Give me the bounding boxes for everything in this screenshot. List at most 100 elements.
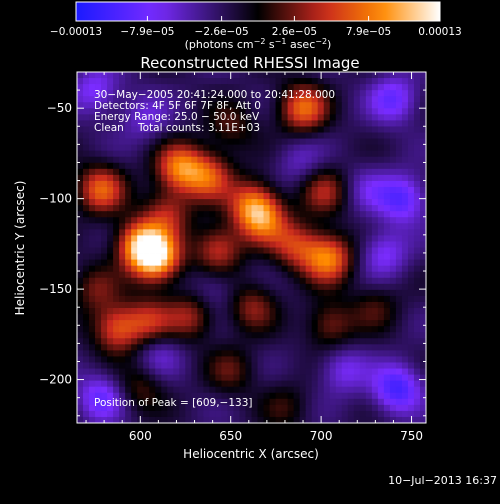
heatmap-cell: [143, 326, 150, 333]
heatmap-cell: [353, 368, 361, 375]
heatmap-cell: [95, 301, 102, 309]
heatmap-cell: [107, 199, 114, 206]
heatmap-cell: [401, 265, 409, 273]
heatmap-cell: [251, 356, 258, 363]
heatmap-cell: [239, 108, 246, 115]
heatmap-cell: [77, 72, 84, 79]
heatmap-cell: [341, 253, 349, 260]
heatmap-cell: [245, 265, 252, 273]
heatmap-cell: [119, 295, 126, 303]
heatmap-cell: [95, 277, 102, 285]
heatmap-cell: [293, 356, 301, 363]
heatmap-cell: [155, 301, 162, 309]
heatmap-cell: [77, 90, 84, 97]
heatmap-cell: [233, 180, 240, 188]
heatmap-cell: [77, 223, 84, 230]
heatmap-cell: [287, 199, 295, 206]
heatmap-cell: [221, 308, 228, 315]
heatmap-cell: [197, 368, 204, 375]
heatmap-cell: [179, 72, 186, 79]
heatmap-cell: [125, 126, 132, 133]
heatmap-cell: [269, 386, 276, 394]
heatmap-cell: [173, 150, 180, 158]
heatmap-cell: [407, 138, 415, 146]
heatmap-cell: [359, 217, 367, 224]
heatmap-cell: [335, 205, 343, 212]
heatmap-cell: [203, 356, 210, 363]
colorbar-tick-label: −7.9e−05: [120, 26, 174, 38]
heatmap-cell: [347, 84, 355, 91]
heatmap-cell: [203, 386, 210, 394]
heatmap-cell: [353, 114, 361, 121]
heatmap-cell: [143, 338, 150, 345]
heatmap-cell: [311, 374, 319, 382]
heatmap-cell: [323, 265, 331, 273]
heatmap-cell: [113, 380, 120, 388]
heatmap-cell: [233, 295, 240, 303]
heatmap-cell: [149, 247, 156, 254]
heatmap-cell: [167, 301, 174, 309]
heatmap-cell: [137, 199, 144, 206]
heatmap-cell: [185, 108, 192, 115]
heatmap-cell: [239, 344, 246, 351]
heatmap-cell: [161, 235, 168, 242]
heatmap-cell: [173, 392, 180, 400]
heatmap-cell: [197, 120, 204, 127]
heatmap-cell: [371, 265, 379, 273]
heatmap-cell: [329, 229, 337, 236]
heatmap-cell: [197, 217, 204, 224]
heatmap-cell: [299, 392, 307, 400]
heatmap-cell: [341, 265, 349, 273]
heatmap-cell: [125, 295, 132, 303]
heatmap-cell: [305, 320, 313, 327]
heatmap-cell: [155, 356, 162, 363]
heatmap-cell: [113, 404, 120, 412]
heatmap-cell: [365, 314, 373, 321]
heatmap-cell: [257, 174, 264, 182]
heatmap-cell: [341, 398, 349, 406]
heatmap-cell: [125, 120, 132, 127]
heatmap-cell: [95, 186, 102, 194]
heatmap-cell: [287, 398, 295, 406]
heatmap-cell: [305, 374, 313, 382]
heatmap-cell: [143, 84, 150, 91]
heatmap-cell: [401, 199, 409, 206]
heatmap-cell: [281, 338, 289, 345]
heatmap-cell: [341, 308, 349, 315]
colorbar-tick-label: −0.00013: [50, 26, 102, 38]
heatmap-cell: [335, 223, 343, 230]
heatmap-cell: [401, 217, 409, 224]
heatmap-cell: [233, 217, 240, 224]
heatmap-cell: [407, 289, 415, 297]
heatmap-cell: [119, 102, 126, 109]
heatmap-cell: [215, 277, 222, 285]
heatmap-cell: [275, 380, 282, 388]
heatmap-cell: [233, 174, 240, 182]
heatmap-cell: [101, 247, 108, 254]
heatmap-cell: [143, 362, 150, 369]
heatmap-cell: [173, 265, 180, 273]
heatmap-cell: [323, 295, 331, 303]
heatmap-cell: [383, 241, 391, 248]
heatmap-cell: [107, 356, 114, 363]
heatmap-cell: [77, 410, 84, 418]
heatmap-cell: [209, 277, 216, 285]
heatmap-cell: [125, 108, 132, 115]
heatmap-cell: [263, 368, 270, 375]
heatmap-cell: [401, 205, 409, 212]
heatmap-cell: [383, 120, 391, 127]
heatmap-cell: [161, 410, 168, 418]
heatmap-cell: [341, 380, 349, 388]
heatmap-cell: [341, 144, 349, 152]
heatmap-cell: [185, 150, 192, 158]
heatmap-cell: [281, 138, 289, 146]
annotation-energy-range: Energy Range: 25.0 − 50.0 keV: [94, 111, 260, 123]
heatmap-cell: [221, 241, 228, 248]
heatmap-cell: [119, 253, 126, 260]
heatmap-cell: [353, 241, 361, 248]
heatmap-cell: [251, 344, 258, 351]
heatmap-cell: [113, 320, 120, 327]
heatmap-cell: [83, 374, 90, 382]
heatmap-cell: [323, 96, 331, 103]
heatmap-cell: [161, 150, 168, 158]
